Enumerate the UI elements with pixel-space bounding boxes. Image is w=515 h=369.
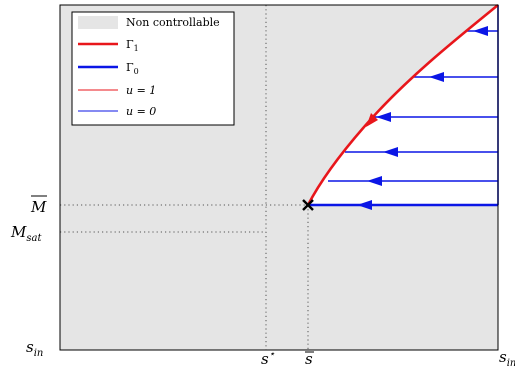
legend-label-gamma0: Γ0 <box>126 61 139 76</box>
legend-label-u1: u = 1 <box>126 84 156 97</box>
left-arrow-icon <box>357 200 372 210</box>
legend-label-gamma1: Γ1 <box>126 38 139 53</box>
legend-swatch-non-controllable <box>78 16 118 29</box>
x-label-sbar: s <box>305 350 313 368</box>
x-axis-labels: s⋆ s sin <box>261 348 515 369</box>
left-arrow-icon <box>367 176 382 186</box>
legend-label-non-controllable: Non controllable <box>126 16 220 29</box>
y-label-mbar: M <box>30 198 47 216</box>
gamma1-curve <box>306 3 499 206</box>
legend-label-u0: u = 0 <box>126 105 156 118</box>
guide-lines <box>60 5 309 350</box>
u0-trajectories <box>328 30 498 182</box>
controllable-region <box>308 5 498 205</box>
left-arrow-icon <box>473 26 488 36</box>
x-label-sin: sin <box>499 348 515 369</box>
legend: Non controllable Γ1 Γ0 u = 1 u = 0 <box>71 11 235 126</box>
u0-arrows <box>357 26 488 210</box>
left-arrow-icon <box>429 72 444 82</box>
left-arrow-icon <box>376 112 391 122</box>
cross-marker-icon <box>302 199 314 211</box>
left-arrow-icon <box>383 147 398 157</box>
plot-frame <box>59 4 499 351</box>
y-axis-labels: M Msat sin <box>10 195 47 359</box>
y-label-msat: Msat <box>10 223 42 244</box>
legend-box <box>71 11 235 126</box>
y-label-sin: sin <box>26 338 43 359</box>
x-label-sstar: s⋆ <box>261 349 275 368</box>
gamma1-arrow-icon <box>366 113 378 127</box>
